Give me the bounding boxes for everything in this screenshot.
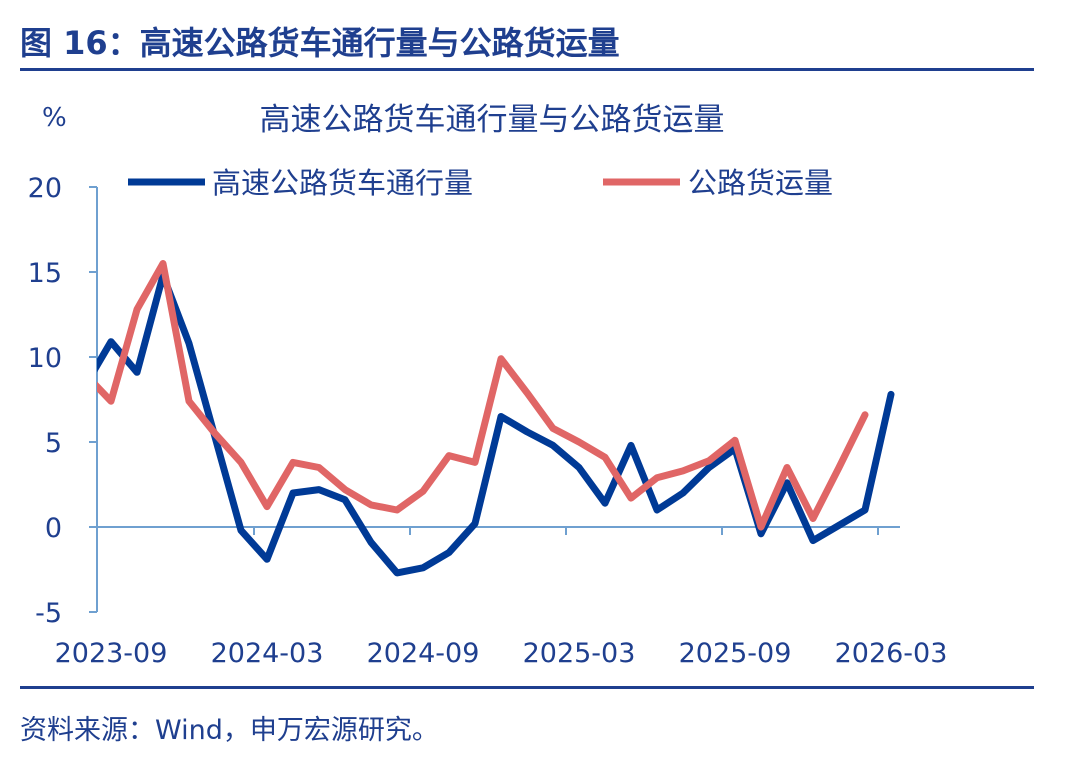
chart-title: 高速公路货车通行量与公路货运量 (260, 102, 725, 138)
x-tick-label: 2023-09 (55, 638, 168, 669)
y-tick-label: 15 (28, 258, 62, 289)
bottom-divider (20, 686, 1034, 689)
y-tick-label: 5 (45, 428, 62, 459)
y-tick-label: 0 (45, 513, 62, 544)
series-line-2 (97, 260, 869, 531)
source-note: 资料来源：Wind，申万宏源研究。 (20, 715, 439, 746)
y-tick-label: 20 (28, 173, 62, 204)
figure-title: 图 16：高速公路货车通行量与公路货运量 (20, 24, 620, 62)
legend: 高速公路货车通行量 公路货运量 (128, 166, 833, 200)
x-tick-label: 2024-09 (367, 638, 480, 669)
legend-label-series1: 高速公路货车通行量 (212, 166, 473, 200)
x-tick-label: 2026-03 (835, 638, 948, 669)
top-divider (20, 68, 1034, 71)
y-tick-label: -5 (35, 598, 62, 629)
x-tick-label: 2025-09 (679, 638, 792, 669)
y-axis-unit: % (42, 103, 67, 133)
x-tick-label: 2024-03 (211, 638, 324, 669)
y-tick-label: 10 (28, 343, 62, 374)
legend-label-series2: 公路货运量 (688, 166, 833, 200)
x-tick-label: 2025-03 (523, 638, 636, 669)
